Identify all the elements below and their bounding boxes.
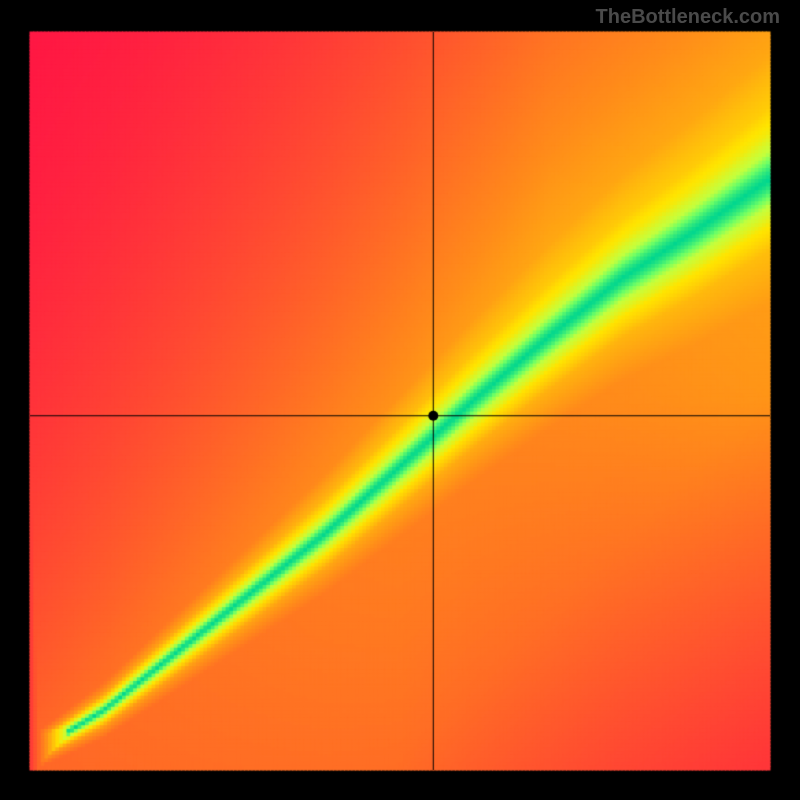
heatmap-canvas — [0, 0, 800, 800]
chart-container: TheBottleneck.com — [0, 0, 800, 800]
watermark-text: TheBottleneck.com — [596, 6, 780, 29]
